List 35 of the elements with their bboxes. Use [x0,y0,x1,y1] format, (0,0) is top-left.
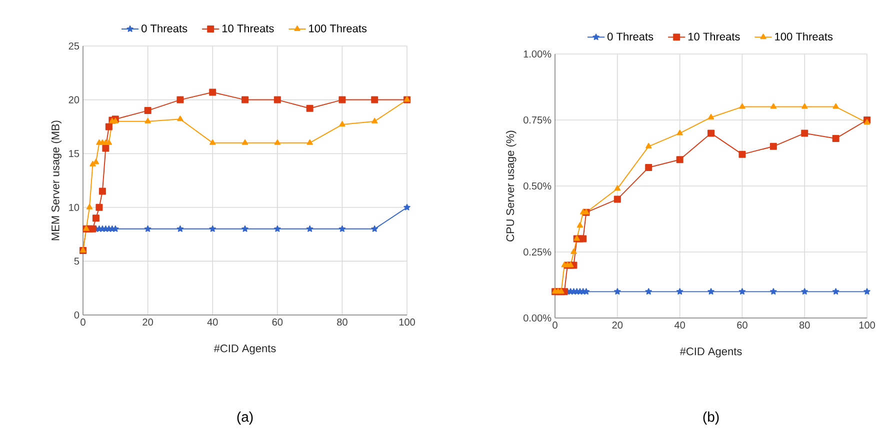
y-axis-title: MEM Server usage (MB) [51,120,62,240]
x-tick-label: 60 [272,318,283,326]
y-tick-label: 5 [74,258,80,265]
x-tick-label: 100 [399,318,415,326]
text: (a) [237,412,253,425]
x-tick-label: 20 [612,322,623,329]
y-tick-label: 10 [69,204,80,211]
x-tick-label: 60 [737,322,748,329]
y-tick-label: 0 [74,311,80,319]
x-tick-label: 80 [337,318,348,326]
x-tick-label: 0 [552,322,558,329]
legend-label: 10 Threats [688,32,740,40]
x-tick-label: 40 [674,322,685,329]
y-tick-label: 0.25% [524,248,552,256]
legend-label: 100 Threats [309,24,367,32]
legend-label: 0 Threats [608,32,654,40]
x-axis-title: #CID Agents [214,344,276,354]
x-tick-label: 0 [80,318,86,326]
x-tick-label: 100 [859,322,875,329]
legend-label: 100 Threats [775,32,833,40]
y-axis-title: CPU Server usage (%) [506,130,516,242]
legend-label: 0 Threats [142,24,188,32]
x-axis-title: #CID Agents [680,347,742,358]
x-tick-label: 20 [142,318,153,326]
y-tick-label: 20 [68,96,80,104]
y-tick-label: 25 [68,42,80,50]
x-tick-label: 80 [799,322,810,329]
y-tick-label: 1.00% [524,50,552,58]
y-tick-label: 0.00% [524,314,552,322]
y-tick-label: 0.50% [524,182,552,190]
text: (b) [703,412,719,425]
x-tick-label: 40 [207,318,218,326]
y-tick-label: 15 [69,150,80,158]
y-tick-label: 0.75% [524,116,552,124]
legend-label: 10 Threats [222,24,274,32]
